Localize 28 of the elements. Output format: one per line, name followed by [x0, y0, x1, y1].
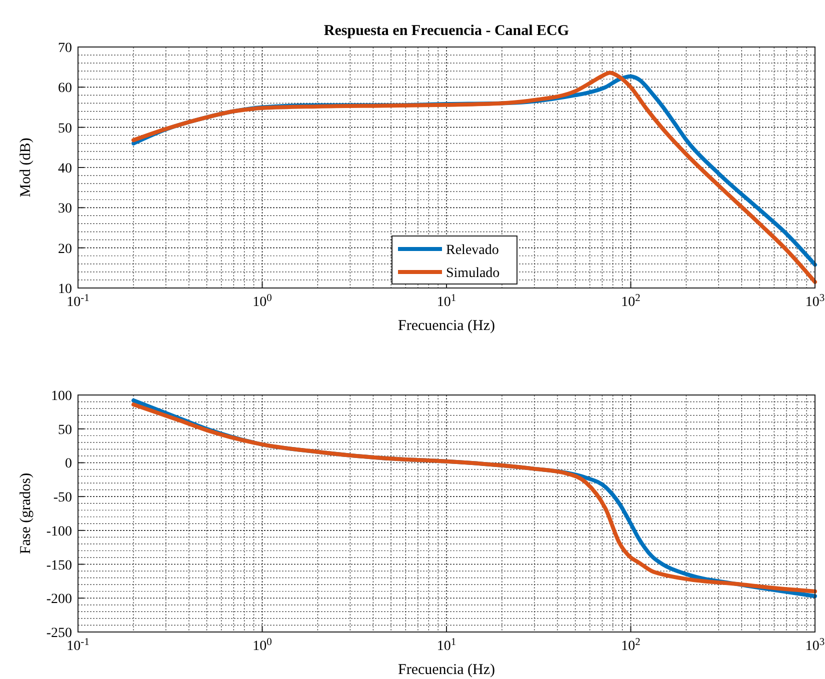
x-tick-label: 10$^{2}$: [621, 292, 640, 310]
legend-label: Relevado: [446, 243, 499, 258]
y-tick-label: 0: [65, 456, 72, 472]
y-tick-label: 20: [58, 242, 72, 257]
y-tick-label: 100: [51, 389, 72, 404]
x-tick-label: 10$^{0}$: [252, 292, 272, 310]
y-tick-label: 50: [58, 422, 72, 438]
y-tick-label: 30: [58, 202, 72, 217]
x-axis-title: Frecuencia (Hz): [398, 662, 496, 678]
x-tick-label: 10$^{3}$: [805, 292, 825, 310]
y-tick-label: 60: [58, 81, 72, 96]
y-tick-label: -100: [46, 524, 72, 540]
x-tick-label: 10$^{1}$: [436, 636, 456, 654]
y-tick-label: 70: [58, 41, 72, 56]
x-tick-label: 10$^{0}$: [252, 636, 272, 654]
chart-title: Respuesta en Frecuencia - Canal ECG: [324, 23, 570, 39]
y-tick-label: -150: [46, 558, 72, 574]
y-axis-title: Mod (dB): [18, 138, 34, 198]
x-tick-label: 10$^{2}$: [621, 636, 640, 654]
x-tick-label: 10$^{3}$: [805, 636, 825, 654]
legend-label: Simulado: [446, 266, 500, 281]
y-tick-label: 40: [58, 162, 72, 176]
y-axis-title: Fase (grados): [18, 472, 34, 554]
x-axis-title: Frecuencia (Hz): [398, 318, 496, 334]
y-tick-label: 50: [58, 121, 72, 136]
y-tick-label: -200: [46, 592, 72, 608]
y-tick-label: -50: [53, 490, 72, 506]
x-tick-label: 10$^{1}$: [436, 292, 456, 310]
